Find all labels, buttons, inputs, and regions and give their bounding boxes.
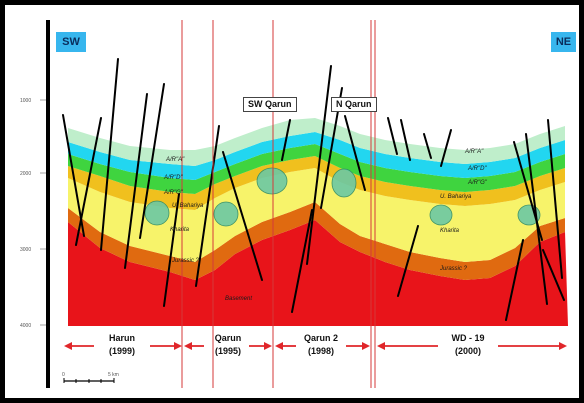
section-year-qarun-2: (1998) bbox=[308, 346, 334, 356]
fault-line bbox=[505, 239, 524, 321]
layer-label-a-r-a-east: A/R"A" bbox=[464, 149, 484, 155]
direction-tag-ne: NE bbox=[551, 32, 576, 52]
fault-line bbox=[525, 133, 548, 305]
well-lines bbox=[181, 20, 376, 388]
accumulation-sw-qarun bbox=[256, 167, 288, 195]
fault-line bbox=[124, 93, 148, 269]
direction-tag-sw: SW bbox=[56, 32, 86, 52]
layer-label-a-r-a: A/R"A" bbox=[165, 157, 185, 163]
arrowhead bbox=[174, 342, 182, 350]
fault-line bbox=[62, 114, 85, 237]
scale-bar-end: 5 km bbox=[108, 372, 119, 378]
fault-line bbox=[75, 117, 102, 246]
arrowhead bbox=[377, 342, 385, 350]
section-name-qarun-2: Qarun 2 bbox=[304, 333, 338, 343]
fault-line bbox=[291, 209, 313, 313]
section-name-harun: Harun bbox=[109, 333, 135, 343]
layer-label-u-bahariya: U. Bahariya bbox=[172, 203, 204, 209]
fault-line bbox=[387, 117, 398, 155]
arrowhead bbox=[264, 342, 272, 350]
kharita-layer bbox=[68, 168, 565, 262]
depth-label: 3000 bbox=[20, 247, 31, 253]
accumulation-harun bbox=[144, 200, 170, 226]
arrowhead bbox=[64, 342, 72, 350]
fault-line bbox=[163, 193, 180, 307]
fault-line bbox=[306, 65, 332, 265]
layer-label-a-r-d: A/R"D" bbox=[163, 175, 183, 181]
section-name-qarun: Qarun bbox=[215, 333, 242, 343]
arrowhead bbox=[362, 342, 370, 350]
layer-label-kharita: Kharita bbox=[170, 227, 190, 233]
layer-label-jurassic-east: Jurassic ? bbox=[439, 266, 468, 272]
section-name-wd-19: WD - 19 bbox=[451, 333, 484, 343]
depth-axis-bar bbox=[46, 20, 50, 388]
layer-label-a-r-g-east: A/R"G" bbox=[467, 180, 488, 186]
fault-line bbox=[139, 83, 165, 239]
fault-line bbox=[547, 119, 563, 279]
scale-bar: 0 5 km bbox=[62, 372, 119, 383]
scale-bar-start: 0 bbox=[62, 372, 65, 378]
depth-label: 1000 bbox=[20, 98, 31, 104]
fault-line bbox=[423, 133, 432, 159]
accumulation-wd19-west bbox=[429, 204, 453, 226]
a-r-g-layer bbox=[68, 144, 565, 194]
accumulation-qarun bbox=[213, 201, 239, 227]
fault-line bbox=[222, 151, 263, 281]
arrowhead bbox=[275, 342, 283, 350]
layer-label-kharita-east: Kharita bbox=[440, 228, 460, 234]
layer-label-u-bahariya-east: U. Bahariya bbox=[440, 194, 472, 200]
callout-sw-qarun: SW Qarun bbox=[243, 97, 297, 112]
fault-line bbox=[440, 129, 452, 167]
depth-label: 2000 bbox=[20, 171, 31, 177]
layer-label-a-r-g: A/R"G" bbox=[163, 190, 184, 196]
layer-label-a-r-d-east: A/R"D" bbox=[467, 166, 487, 172]
fault-line bbox=[344, 115, 366, 191]
fault-line bbox=[542, 249, 565, 301]
section-year-wd-19: (2000) bbox=[455, 346, 481, 356]
layer-label-basement: Basement bbox=[225, 296, 252, 302]
callout-n-qarun: N Qarun bbox=[331, 97, 377, 112]
u-bahariya-layer bbox=[68, 156, 565, 210]
fault-line bbox=[195, 125, 220, 287]
fault-line bbox=[281, 119, 291, 161]
a-r-d-layer bbox=[68, 132, 565, 180]
fault-lines bbox=[62, 58, 565, 321]
layer-label-jurassic: Jurassic ? bbox=[171, 258, 200, 264]
depth-label: 4000 bbox=[20, 323, 31, 329]
section-arrows bbox=[64, 342, 567, 350]
section-year-qarun: (1995) bbox=[215, 346, 241, 356]
section-year-harun: (1999) bbox=[109, 346, 135, 356]
accumulation-n-qarun bbox=[331, 168, 357, 198]
fault-line bbox=[397, 225, 419, 297]
arrowhead bbox=[559, 342, 567, 350]
arrowhead bbox=[184, 342, 192, 350]
fault-line bbox=[400, 119, 411, 161]
jurassic-layer bbox=[68, 202, 565, 280]
fault-line bbox=[100, 58, 119, 251]
basement-layer bbox=[68, 220, 568, 326]
a-r-a-layer bbox=[68, 118, 565, 166]
